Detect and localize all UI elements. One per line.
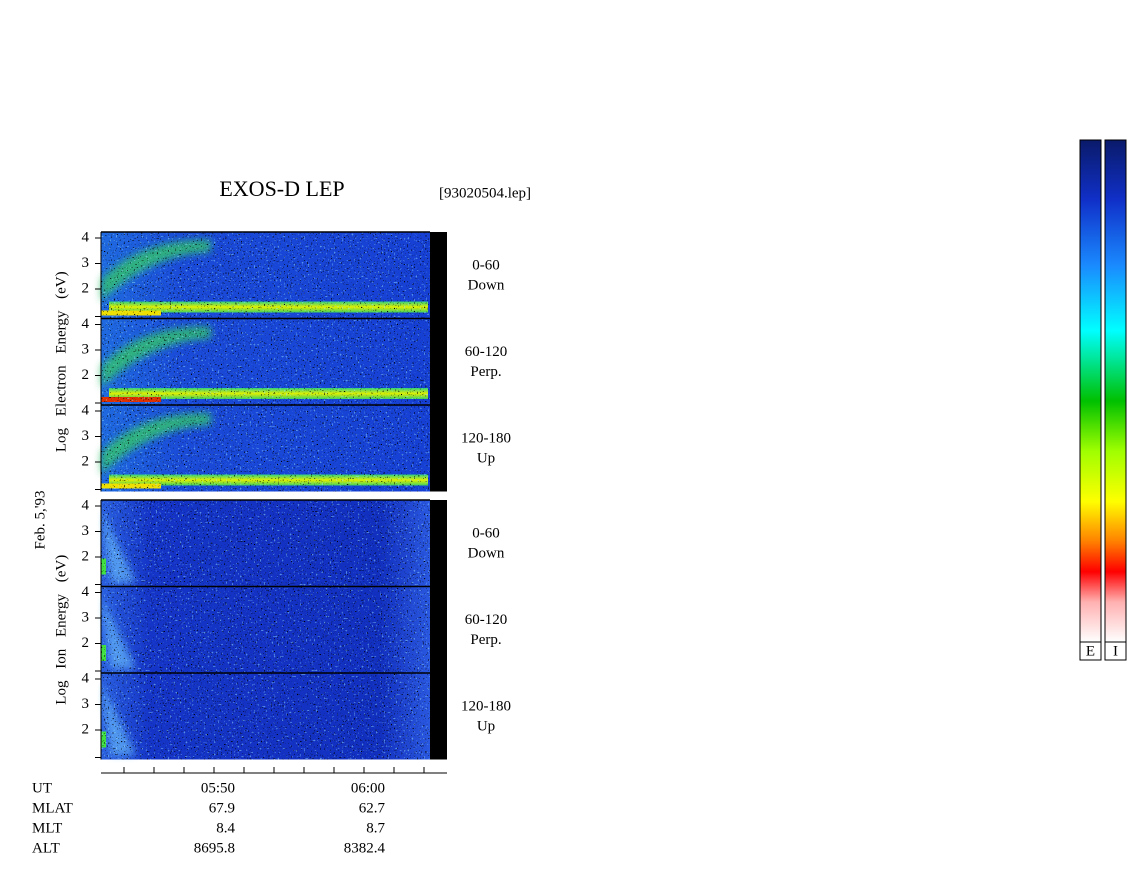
colorbar-label-box	[1104, 641, 1127, 661]
y-tick-label: 3	[82, 609, 90, 625]
data-gap	[430, 405, 447, 492]
colorbar-e	[1079, 139, 1102, 643]
colorbar-label: I	[1113, 643, 1118, 659]
y-tick-label: 4	[82, 229, 90, 245]
row-value: 05:50	[201, 780, 235, 796]
y-tick-label: 3	[82, 523, 90, 539]
spectrogram-noise	[101, 405, 430, 492]
row-name: MLAT	[32, 800, 73, 816]
title: EXOS-D LEP	[219, 176, 344, 201]
panel-range: 120-180	[461, 431, 511, 447]
data-gap	[430, 673, 447, 760]
y-tick-label: 4	[82, 497, 90, 513]
date-label: Feb. 5,'93	[32, 491, 48, 550]
y-tick-label: 2	[82, 367, 90, 383]
y-tick-label: 3	[82, 255, 90, 271]
data-gap	[430, 586, 447, 673]
panel-direction: Down	[468, 278, 505, 294]
row-value: 62.7	[359, 800, 386, 816]
row-value: 8382.4	[344, 840, 386, 856]
y-tick-label: 4	[82, 316, 90, 332]
spectrogram-noise	[101, 673, 430, 760]
data-gap	[430, 318, 447, 405]
y-axis-label: Log Electron Energy (eV)	[53, 271, 69, 452]
y-tick-label: 2	[82, 280, 90, 296]
panel-range: 60-120	[465, 344, 508, 360]
y-axis-label: Log Ion Energy (eV)	[53, 555, 69, 705]
row-name: MLT	[32, 820, 62, 836]
panel-direction: Down	[468, 546, 505, 562]
data-gap	[430, 232, 447, 319]
file-name: [93020504.lep]	[439, 185, 531, 201]
panel-direction: Up	[477, 451, 495, 467]
row-value: 8695.8	[194, 840, 235, 856]
row-value: 06:00	[351, 780, 385, 796]
y-tick-label: 4	[82, 584, 90, 600]
panel-range: 120-180	[461, 699, 511, 715]
y-tick-label: 2	[82, 635, 90, 651]
panel-direction: Up	[477, 719, 495, 735]
panel-range: 0-60	[472, 258, 500, 274]
y-tick-label: 3	[82, 341, 90, 357]
spectrogram-noise	[101, 232, 430, 319]
row-value: 8.7	[366, 820, 385, 836]
row-name: UT	[32, 780, 52, 796]
colorbar-i	[1104, 139, 1127, 643]
colorbars: E I	[1079, 139, 1127, 661]
data-gap	[430, 500, 447, 587]
spectrogram-noise	[101, 318, 430, 405]
spectrogram-noise	[101, 500, 430, 587]
panel-direction: Perp.	[470, 364, 501, 380]
y-tick-label: 4	[82, 670, 90, 686]
panel-range: 0-60	[472, 526, 500, 542]
colorbar-label: E	[1086, 643, 1095, 659]
y-tick-label: 4	[82, 402, 90, 418]
spectrogram-noise	[101, 586, 430, 673]
y-tick-label: 2	[82, 548, 90, 564]
y-tick-label: 3	[82, 428, 90, 444]
row-value: 67.9	[209, 800, 235, 816]
colorbar-label-box	[1079, 641, 1102, 661]
y-tick-label: 2	[82, 453, 90, 469]
y-tick-label: 2	[82, 721, 90, 737]
y-tick-label: 3	[82, 696, 90, 712]
row-value: 8.4	[216, 820, 235, 836]
panel-range: 60-120	[465, 612, 508, 628]
row-name: ALT	[32, 840, 60, 856]
panel-direction: Perp.	[470, 632, 501, 648]
